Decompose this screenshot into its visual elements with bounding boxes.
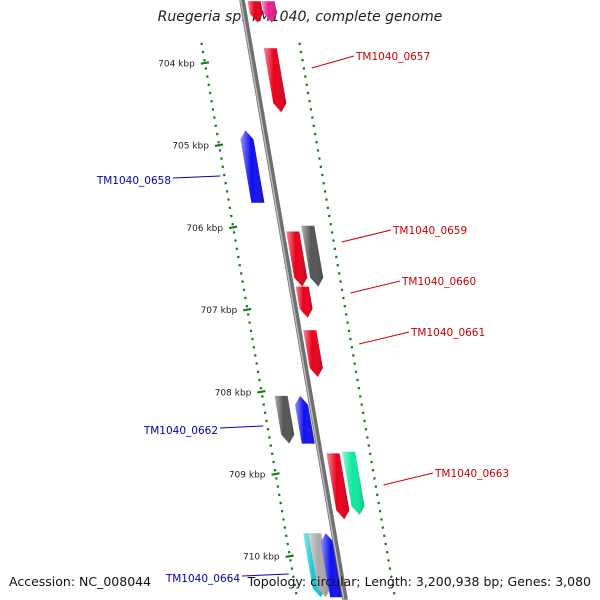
gene-arrow-shade — [286, 231, 308, 287]
scale-label: 708 kbp — [215, 388, 252, 398]
gene-label[interactable]: TM1040_0663 — [434, 468, 509, 480]
leader-line — [350, 280, 401, 294]
gene-tm1040-0663b[interactable] — [342, 451, 365, 516]
major-tick — [200, 61, 210, 65]
gene-tm1040-0664b[interactable] — [308, 533, 331, 598]
left-tick-track — [200, 42, 298, 595]
gene-arrow-shade — [342, 451, 365, 516]
scale-labels: 704 kbp 705 kbp 706 kbp 707 kbp 708 kbp 709 k… — [158, 60, 294, 563]
gene-g-top-red[interactable] — [247, 1, 263, 23]
gene-tm1040-0659a[interactable] — [286, 231, 308, 287]
gene-arrow-shade — [274, 395, 295, 444]
gene-tm1040-0664c[interactable] — [320, 533, 344, 598]
gene-arrow-shade — [308, 533, 331, 598]
scale-label: 704 kbp — [158, 60, 195, 70]
major-tick — [243, 307, 252, 312]
gene-arrow-shade — [301, 225, 324, 287]
backbone-highlight — [240, 0, 345, 600]
gene-label[interactable]: TM1040_0658 — [96, 175, 171, 187]
leader-line — [241, 573, 289, 577]
major-tick — [214, 143, 224, 147]
scale-label: 709 kbp — [229, 471, 266, 481]
gene-labels[interactable]: TM1040_0657 TM1040_0658 TM1040_0659 TM1040_… — [96, 51, 509, 585]
gene-arrow-shade — [303, 330, 323, 377]
gene-arrow-shade — [295, 395, 315, 444]
genome-stats: Topology: circular; Length: 3,200,938 bp… — [247, 574, 591, 589]
gene-arrow-shade — [295, 286, 313, 318]
gene-arrow-shade — [263, 48, 287, 113]
gene-tm1040-0659b[interactable] — [301, 225, 324, 287]
gene-arrow-shade — [261, 1, 277, 23]
backbone-line — [239, 0, 348, 600]
gene-tm1040-0662a[interactable] — [274, 395, 295, 444]
scale-label: 710 kbp — [243, 553, 280, 563]
gene-arrow-shade — [240, 130, 265, 203]
leader-line — [341, 229, 392, 243]
gene-tm1040-0658[interactable] — [240, 130, 265, 203]
leader-line — [383, 472, 434, 486]
gene-tm1040-0660[interactable] — [295, 286, 313, 318]
gene-features[interactable] — [240, 1, 365, 598]
gene-label[interactable]: TM1040_0657 — [355, 51, 430, 63]
gene-label[interactable]: TM1040_0659 — [392, 225, 467, 237]
gene-label[interactable]: TM1040_0664 — [165, 573, 240, 585]
gene-label[interactable]: TM1040_0662 — [143, 425, 218, 437]
major-tick — [271, 472, 280, 476]
scale-label: 707 kbp — [201, 306, 238, 316]
gene-tm1040-0662b[interactable] — [295, 395, 315, 444]
gene-tm1040-0657[interactable] — [263, 48, 287, 113]
major-tick — [285, 554, 294, 558]
gene-tm1040-0663a[interactable] — [326, 453, 350, 520]
scale-label: 705 kbp — [172, 142, 209, 152]
scale-label: 706 kbp — [186, 224, 223, 234]
leader-line — [172, 175, 221, 179]
leader-line — [219, 425, 264, 429]
major-tick — [228, 225, 238, 230]
leader-line — [359, 331, 410, 345]
gene-label[interactable]: TM1040_0660 — [401, 276, 476, 288]
gene-arrow-shade — [320, 533, 344, 598]
major-tick — [257, 390, 266, 394]
leader-line — [311, 55, 355, 69]
map-title: Ruegeria sp. TM1040, complete genome — [157, 9, 443, 25]
gene-label[interactable]: TM1040_0661 — [410, 327, 485, 339]
genome-backbone — [239, 0, 348, 600]
gene-tm1040-0661[interactable] — [303, 330, 323, 377]
gene-arrow-shade — [247, 1, 263, 23]
gene-arrow-shade — [326, 453, 350, 520]
gene-g-top-magenta[interactable] — [261, 1, 277, 23]
accession-label: Accession: NC_008044 — [9, 574, 152, 589]
right-tick-track — [298, 42, 396, 595]
